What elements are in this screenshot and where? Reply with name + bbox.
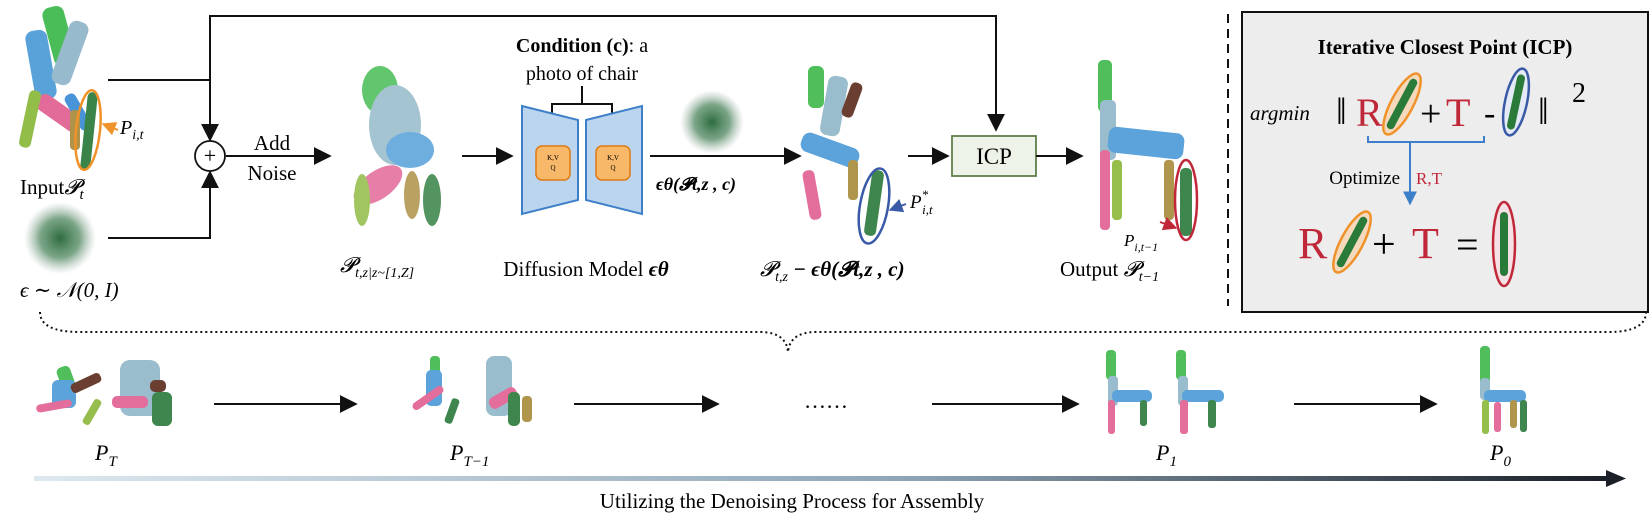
- input-chair-pointcloud: [19, 5, 98, 170]
- sum-symbol: +: [204, 143, 216, 168]
- pstar-label: P* i,t: [909, 187, 933, 217]
- noise-label: ϵ ∼ 𝒩(0, I): [20, 278, 119, 302]
- output-part-pointer: [1159, 217, 1178, 231]
- kv-left-bottom: Q: [550, 164, 555, 172]
- input-part-highlight: [74, 88, 102, 172]
- icp-plus: +: [1420, 93, 1441, 135]
- icp-T: T: [1446, 90, 1470, 135]
- kv-attention-right: [595, 145, 631, 181]
- kv-right-top: K,V: [607, 154, 619, 162]
- icp-part-blue-fill: [1507, 74, 1525, 130]
- icp-bracket: [1367, 136, 1485, 143]
- noised-label: 𝓟t,z|z~[1,Z]: [340, 253, 414, 281]
- icp-part-orange-2-fill: [1336, 216, 1368, 268]
- kv-attention-left: [535, 145, 571, 181]
- noise-to-sum-line: [108, 170, 219, 239]
- noised-chair-pointcloud: [353, 66, 441, 226]
- icp-minus: -: [1484, 95, 1495, 132]
- icp-part-red-fill: [1500, 212, 1508, 276]
- eps-output-label: ϵθ(𝓟t,z , c): [656, 174, 736, 195]
- predicted-noise-pointcloud: [680, 90, 744, 154]
- icp-optimize-label: Optimize: [1329, 168, 1400, 189]
- icp-equals: =: [1456, 222, 1479, 267]
- out-part-label: Pi,t−1: [1123, 231, 1158, 254]
- denoised-part-highlight: [857, 167, 891, 245]
- denoised-chair-pointcloud: [800, 66, 884, 236]
- output-label: Output 𝓟t−1: [1060, 257, 1159, 285]
- icp-part-orange-fill: [1386, 78, 1418, 130]
- step-1-label: P1: [1155, 440, 1177, 470]
- noise-pointcloud: [24, 202, 96, 274]
- sum-node: [194, 140, 226, 172]
- step-T-1-label: PT−1: [449, 440, 489, 470]
- kv-left-top: K,V: [547, 154, 559, 162]
- input-part-pointer: [101, 122, 119, 136]
- step-1-chairs: [1106, 350, 1224, 434]
- sequence-caption: Utilizing the Denoising Process for Asse…: [600, 489, 985, 513]
- icp-box-label: ICP: [976, 144, 1012, 169]
- icp-R2: R: [1298, 219, 1328, 268]
- progress-arrowhead: [1606, 470, 1626, 487]
- step-0-label: P0: [1489, 440, 1511, 470]
- icp-R: R: [1356, 90, 1383, 135]
- icp-rt-label: R,T: [1416, 169, 1443, 188]
- icp-plus2: +: [1372, 222, 1396, 268]
- icp-panel-title: Iterative Closest Point (ICP): [1318, 35, 1573, 59]
- icp-power: 2: [1572, 78, 1586, 109]
- diffusion-model-label: Diffusion Model ϵθ: [503, 257, 668, 281]
- step-T-label: PT: [94, 440, 118, 470]
- condition-label: Condition (c): a: [516, 35, 648, 57]
- add-noise-label-1: Add: [254, 131, 291, 155]
- denoised-part-pointer: [888, 199, 907, 213]
- output-part-highlight: [1173, 158, 1199, 242]
- icp-panel: [1241, 11, 1649, 313]
- denoised-label: 𝓟t,z − ϵθ(𝓟t,z , c): [760, 257, 905, 285]
- output-chair-pointcloud: [1098, 60, 1192, 236]
- icp-norm-open: ‖: [1336, 91, 1347, 133]
- icp-norm-close: ‖: [1538, 91, 1549, 133]
- input-label: Input𝓟t: [20, 175, 85, 203]
- step-T-chairs: [36, 360, 172, 426]
- icp-T2: T: [1412, 219, 1439, 268]
- kv-right-bottom: Q: [610, 164, 615, 172]
- sequence-brace: [39, 311, 1647, 353]
- progress-gradient-bar: [34, 476, 1606, 481]
- icp-argmin: argmin: [1250, 101, 1310, 125]
- add-noise-label-2: Noise: [248, 161, 297, 185]
- step-T-1-chairs: [412, 356, 532, 426]
- input-part-label: Pi,t: [119, 117, 145, 143]
- condition-label-line2: photo of chair: [526, 63, 639, 85]
- skip-to-icp-line: [209, 15, 1005, 132]
- seq-ellipsis: ……: [804, 388, 848, 413]
- step-0-chair: [1480, 346, 1527, 434]
